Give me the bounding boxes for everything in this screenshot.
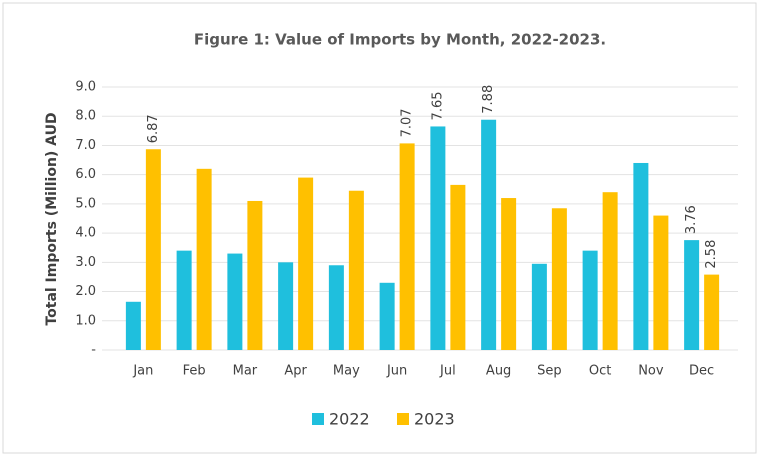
x-tick-label: Sep [537, 364, 562, 379]
x-tick-label: Dec [689, 364, 714, 379]
x-tick-label: Aug [486, 364, 511, 379]
y-tick-label: 2.0 [75, 284, 96, 299]
bar [430, 126, 446, 350]
data-label: 7.88 [481, 85, 496, 114]
bar [196, 168, 212, 350]
y-tick-label: - [91, 343, 96, 358]
data-label: 6.87 [146, 114, 161, 143]
bar [684, 240, 700, 350]
bar [399, 143, 415, 350]
bar [481, 119, 497, 351]
y-tick-label: 6.0 [75, 167, 96, 182]
y-tick-label: 3.0 [75, 255, 96, 270]
y-tick-label: 7.0 [75, 138, 96, 153]
y-tick-label: 9.0 [75, 80, 96, 95]
data-label: 2.58 [704, 240, 719, 269]
bar [653, 215, 669, 350]
legend-label: 2022 [329, 410, 370, 429]
bar [227, 253, 243, 350]
x-tick-label: Mar [233, 364, 258, 379]
bar [450, 184, 466, 350]
bar [125, 301, 141, 350]
bar [298, 177, 314, 350]
x-tick-label: Feb [183, 364, 206, 379]
y-axis-label: Total Imports (Million) AUD [44, 112, 60, 325]
bar [582, 250, 598, 350]
bar [551, 208, 567, 350]
bar [328, 265, 344, 350]
data-label: 3.76 [684, 205, 699, 234]
x-tick-label: May [333, 364, 360, 379]
bar [602, 192, 618, 350]
bar [379, 282, 395, 350]
bar [501, 198, 517, 350]
bar [278, 262, 294, 350]
data-label: 7.65 [430, 91, 445, 120]
y-tick-label: 1.0 [75, 313, 96, 328]
y-tick-label: 4.0 [75, 226, 96, 241]
x-tick-label: Jun [386, 364, 407, 379]
legend-label: 2023 [414, 410, 455, 429]
bar [348, 190, 364, 350]
bar [704, 274, 720, 350]
chart-title: Figure 1: Value of Imports by Month, 202… [194, 31, 606, 49]
legend-swatch [397, 413, 409, 425]
x-tick-label: Jul [439, 364, 456, 379]
y-tick-label: 5.0 [75, 196, 96, 211]
x-tick-label: Oct [589, 364, 611, 379]
x-tick-label: Jan [132, 364, 153, 379]
bar [531, 263, 547, 350]
x-tick-label: Apr [284, 364, 307, 379]
bar [247, 200, 263, 350]
legend-swatch [312, 413, 324, 425]
bar [145, 149, 161, 350]
y-tick-label: 8.0 [75, 109, 96, 124]
x-tick-label: Nov [638, 364, 664, 379]
data-label: 7.07 [400, 108, 415, 137]
bar [176, 250, 192, 350]
bar [633, 162, 649, 350]
